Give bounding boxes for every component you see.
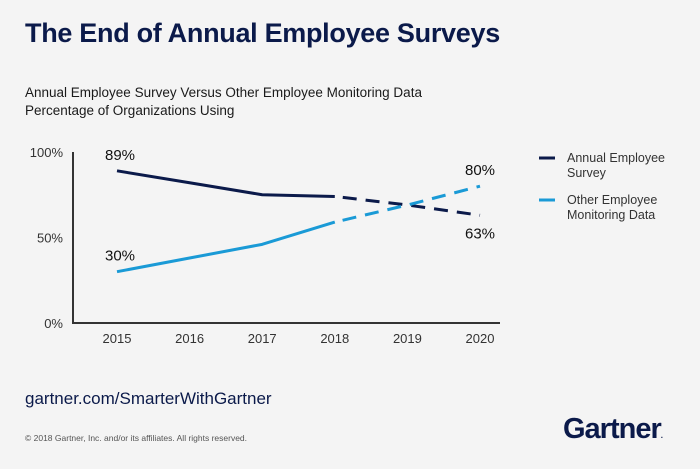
source-url[interactable]: gartner.com/SmarterWithGartner <box>25 389 272 408</box>
chart-subtitle-line1: Annual Employee Survey Versus Other Empl… <box>25 85 422 100</box>
data-label-start: 89% <box>105 147 135 164</box>
y-tick-label: 0% <box>44 316 63 331</box>
x-tick-label: 2020 <box>466 331 495 346</box>
x-tick-label: 2019 <box>393 331 422 346</box>
x-tick-labels: 2015 2016 2017 2018 2019 2020 <box>103 331 495 346</box>
chart-subtitle-line2: Percentage of Organizations Using <box>25 103 235 118</box>
series-line-projected-0 <box>334 194 481 217</box>
data-labels: 89% 63% 30% 80% <box>105 147 495 265</box>
y-tick-label: 50% <box>37 231 63 246</box>
series-line-actual-0 <box>116 169 335 198</box>
x-tick-label: 2017 <box>248 331 277 346</box>
data-label-start: 30% <box>105 248 135 265</box>
y-tick-labels: 0% 50% 100% <box>30 145 64 331</box>
legend-label: Survey <box>567 166 607 180</box>
page-title: The End of Annual Employee Surveys <box>25 18 500 48</box>
copyright-notice: © 2018 Gartner, Inc. and/or its affiliat… <box>25 433 248 443</box>
chart-axes <box>72 152 500 324</box>
x-tick-label: 2015 <box>103 331 132 346</box>
y-tick-label: 100% <box>30 145 64 160</box>
logo-mark: . <box>660 431 663 440</box>
legend-label: Annual Employee <box>567 151 665 165</box>
legend-label: Monitoring Data <box>567 208 655 222</box>
logo-text: Gartner <box>563 413 662 445</box>
gartner-logo: Gartner. <box>563 413 663 446</box>
legend-label: Other Employee <box>567 193 657 207</box>
chart-subtitle: Annual Employee Survey Versus Other Empl… <box>25 84 422 120</box>
series-line-actual-1 <box>116 220 336 274</box>
x-tick-label: 2016 <box>175 331 204 346</box>
series-line-projected-1 <box>334 184 481 224</box>
data-label-end: 63% <box>465 225 495 242</box>
x-tick-label: 2018 <box>320 331 349 346</box>
data-label-end: 80% <box>465 162 495 179</box>
series-lines <box>116 169 481 274</box>
